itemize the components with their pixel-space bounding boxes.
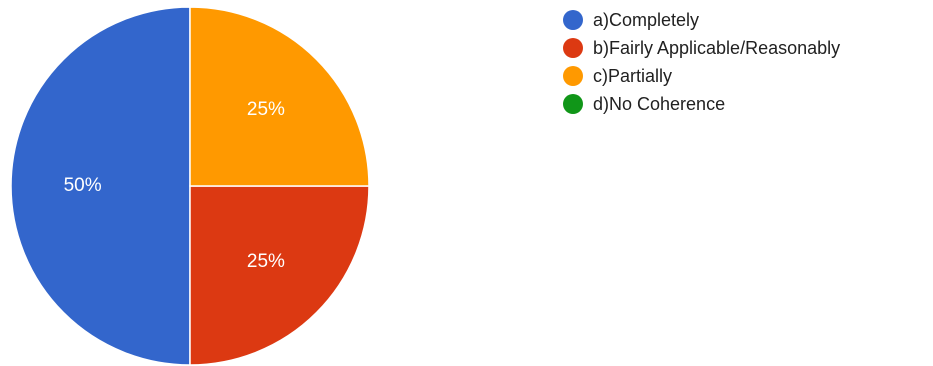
legend-swatch-partially xyxy=(563,66,583,86)
legend-item-fairly-applicable[interactable]: b)Fairly Applicable/Reasonably xyxy=(563,34,840,62)
pie-label-completely: 50% xyxy=(64,175,102,196)
legend-swatch-fairly-applicable xyxy=(563,38,583,58)
legend-item-no-coherence[interactable]: d)No Coherence xyxy=(563,90,840,118)
pie-slice-completely[interactable] xyxy=(10,6,191,366)
pie-label-fairly-applicable: 25% xyxy=(247,251,285,272)
legend-item-completely[interactable]: a)Completely xyxy=(563,6,840,34)
legend-label-fairly-applicable: b)Fairly Applicable/Reasonably xyxy=(593,37,841,58)
pie-label-partially: 25% xyxy=(247,99,285,120)
legend-item-partially[interactable]: c)Partially xyxy=(563,62,840,90)
legend-swatch-no-coherence xyxy=(563,94,583,114)
pie-slice-fairly-applicable[interactable] xyxy=(189,185,370,366)
legend: a)Completely b)Fairly Applicable/Reasona… xyxy=(563,6,840,118)
legend-label-completely: a)Completely xyxy=(593,9,700,30)
legend-label-no-coherence: d)No Coherence xyxy=(593,93,726,114)
legend-label-partially: c)Partially xyxy=(593,65,673,86)
pie-slice-partially[interactable] xyxy=(189,6,370,187)
legend-swatch-completely xyxy=(563,10,583,30)
